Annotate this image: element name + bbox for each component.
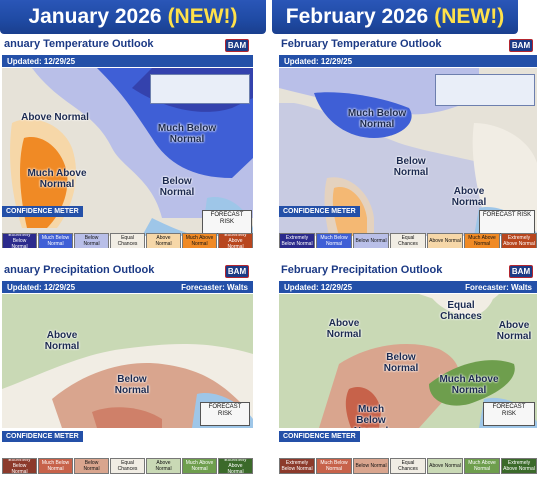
feb-precip-panel: February Precipitation Outlook BAM Updat…	[277, 264, 539, 476]
feb-temp-label-below: Below Normal	[393, 156, 429, 178]
bam-logo: BAM	[509, 265, 533, 278]
legend-swatch: Extremely Above Normal	[501, 233, 537, 248]
feb-temp-updated: Updated: 12/29/25	[284, 56, 353, 66]
legend-swatch: Below Normal	[74, 458, 109, 474]
feb-precip-updated: Updated: 12/29/25	[284, 282, 353, 292]
legend-swatch: Extremely Below Normal	[279, 233, 315, 248]
legend-swatch: Above Normal	[427, 233, 463, 248]
legend-swatch: Above Normal	[146, 458, 181, 474]
legend-swatch: Equal Chances	[390, 458, 426, 474]
feb-precip-label-equal-chances: Equal Chances	[440, 300, 482, 322]
legend-swatch: Extremely Below Normal	[2, 233, 37, 248]
bam-logo: BAM	[225, 265, 249, 278]
february-new-badge: (NEW!)	[434, 5, 505, 28]
jan-temp-updated: Updated: 12/29/25	[7, 56, 76, 66]
feb-precip-forecast-risk-box: FORECAST RISK	[483, 402, 535, 426]
legend-swatch: Extremely Below Normal	[2, 458, 37, 474]
legend-swatch: Extremely Below Normal	[279, 458, 315, 474]
feb-temp-forecast-risk-box: FORECAST RISK	[479, 210, 535, 234]
feb-temp-confidence-meter: CONFIDENCE METER	[279, 206, 360, 217]
feb-precip-label-below: Below Normal	[383, 352, 419, 374]
jan-precip-confidence-meter: CONFIDENCE METER	[2, 431, 83, 442]
feb-precip-label-much-above: Much Above Normal	[439, 374, 499, 396]
jan-precip-map: Above Normal Below Normal FORECAST RISK	[2, 294, 253, 428]
jan-temp-label-above: Above Normal	[21, 112, 89, 123]
feb-precip-map: Above Normal Equal Chances Above Normal …	[279, 294, 537, 428]
january-new-badge: (NEW!)	[167, 5, 238, 28]
legend-swatch: Much Above Normal	[182, 233, 217, 248]
feb-precip-legend: Extremely Below Normal Much Below Normal…	[279, 458, 537, 474]
jan-precip-forecast-risk-label: FORECAST RISK	[208, 404, 242, 417]
feb-precip-info-bar: Updated: 12/29/25 Forecaster: Walts	[279, 281, 537, 293]
bam-logo: BAM	[509, 39, 533, 52]
legend-swatch: Extremely Above Normal	[218, 458, 253, 474]
jan-precip-forecaster: Forecaster: Walts	[181, 282, 248, 292]
legend-swatch: Below Normal	[353, 233, 389, 248]
legend-swatch: Below Normal	[74, 233, 109, 248]
feb-temp-map: Much Below Normal Below Normal Above Nor…	[279, 68, 537, 236]
jan-temp-forecast-risk-box: FORECAST RISK	[202, 210, 252, 234]
legend-swatch: Much Below Normal	[316, 233, 352, 248]
legend-swatch: Much Below Normal	[316, 458, 352, 474]
legend-swatch: Equal Chances	[390, 233, 426, 248]
feb-precip-label-above-east: Above Normal	[496, 320, 532, 342]
feb-precip-confidence-meter: CONFIDENCE METER	[279, 431, 360, 442]
feb-temp-title: February Temperature Outlook	[281, 38, 442, 50]
legend-swatch: Equal Chances	[110, 458, 145, 474]
jan-temp-panel: anuary Temperature Outlook BAM Updated: …	[0, 38, 255, 248]
legend-swatch: Much Below Normal	[38, 458, 73, 474]
jan-temp-forecast-risk-label: FORECAST RISK	[210, 212, 244, 225]
jan-temp-map: Above Normal Much Below Normal Much Abov…	[2, 68, 253, 236]
jan-temp-inset-box	[150, 74, 250, 104]
right-margin	[539, 0, 546, 483]
january-header: January 2026 (NEW!)	[0, 0, 266, 34]
jan-temp-label-much-below: Much Below Normal	[157, 123, 217, 145]
feb-temp-info-bar: Updated: 12/29/25	[279, 55, 537, 67]
legend-swatch: Above Normal	[427, 458, 463, 474]
bam-logo: BAM	[225, 39, 249, 52]
january-header-title: January 2026	[28, 5, 162, 28]
feb-temp-panel: February Temperature Outlook BAM Updated…	[277, 38, 539, 248]
feb-temp-legend: Extremely Below Normal Much Below Normal…	[279, 233, 537, 248]
jan-precip-label-below: Below Normal	[114, 374, 150, 396]
feb-precip-label-above-west: Above Normal	[326, 318, 362, 340]
legend-swatch: Much Below Normal	[38, 233, 73, 248]
legend-swatch: Above Normal	[146, 233, 181, 248]
feb-temp-label-above: Above Normal	[451, 186, 487, 208]
jan-precip-panel: anuary Precipitation Outlook BAM Updated…	[0, 264, 255, 476]
legend-swatch: Equal Chances	[110, 233, 145, 248]
legend-swatch: Extremely Above Normal	[501, 458, 537, 474]
legend-swatch: Much Above Normal	[182, 458, 217, 474]
jan-precip-updated: Updated: 12/29/25	[7, 282, 76, 292]
feb-precip-forecast-risk-label: FORECAST RISK	[492, 404, 526, 417]
jan-precip-title: anuary Precipitation Outlook	[4, 264, 155, 276]
feb-precip-forecaster: Forecaster: Walts	[465, 282, 532, 292]
feb-precip-title: February Precipitation Outlook	[281, 264, 443, 276]
jan-precip-legend: Extremely Below Normal Much Below Normal…	[2, 458, 253, 474]
feb-temp-label-much-below: Much Below Normal	[347, 108, 407, 130]
jan-temp-title: anuary Temperature Outlook	[4, 38, 154, 50]
legend-swatch: Below Normal	[353, 458, 389, 474]
jan-temp-label-much-above: Much Above Normal	[27, 168, 87, 190]
jan-temp-label-below: Below Normal	[159, 176, 195, 198]
jan-precip-label-above: Above Normal	[44, 330, 80, 352]
feb-temp-inset-box	[435, 74, 535, 106]
jan-temp-legend: Extremely Below Normal Much Below Normal…	[2, 233, 253, 248]
jan-precip-info-bar: Updated: 12/29/25 Forecaster: Walts	[2, 281, 253, 293]
legend-swatch: Extremely Above Normal	[218, 233, 253, 248]
jan-temp-info-bar: Updated: 12/29/25	[2, 55, 253, 67]
jan-temp-confidence-meter: CONFIDENCE METER	[2, 206, 83, 217]
legend-swatch: Much Above Normal	[464, 458, 500, 474]
february-header: February 2026 (NEW!)	[272, 0, 518, 34]
feb-temp-forecast-risk-label: FORECAST RISK	[482, 212, 532, 218]
feb-precip-label-much-below: Much Below Normal	[354, 404, 388, 428]
jan-precip-forecast-risk-box: FORECAST RISK	[200, 402, 250, 426]
feb-temp-map-graphic	[279, 68, 537, 236]
legend-swatch: Much Above Normal	[464, 233, 500, 248]
february-header-title: February 2026	[285, 5, 429, 28]
